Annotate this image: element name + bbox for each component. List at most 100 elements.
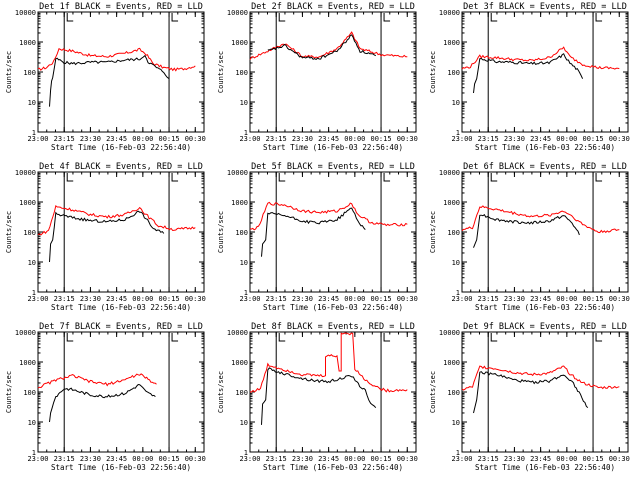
panel-2: Det 2f BLACK = Events, RED = LLD 1 10 100 10… bbox=[217, 2, 418, 152]
x-axis-label: Start Time (16-Feb-03 22:56:40) bbox=[475, 303, 615, 312]
x-tick-label: 00:15 bbox=[371, 295, 392, 303]
y-tick-label: 1000 bbox=[19, 359, 36, 367]
panel-title: Det 4f BLACK = Events, RED = LLD bbox=[39, 162, 203, 172]
x-tick-label: 00:00 bbox=[132, 455, 153, 463]
interval-bracket bbox=[171, 173, 179, 182]
y-tick-label: 1 bbox=[456, 129, 460, 137]
events-series-line bbox=[267, 34, 377, 60]
x-tick-label: 00:30 bbox=[397, 295, 418, 303]
y-tick-label: 10000 bbox=[15, 169, 36, 177]
y-tick-label: 10 bbox=[240, 99, 248, 107]
x-tick-label: 23:15 bbox=[266, 135, 287, 143]
x-tick-label: 00:15 bbox=[371, 135, 392, 143]
x-tick-label: 23:15 bbox=[266, 295, 287, 303]
y-tick-label: 1000 bbox=[443, 39, 460, 47]
lld-series-line bbox=[249, 31, 408, 60]
interval-bracket bbox=[383, 333, 391, 342]
events-series-line bbox=[49, 383, 156, 423]
x-tick-label: 23:00 bbox=[239, 455, 260, 463]
panel-1: Det 1f BLACK = Events, RED = LLD 1 10 100 10… bbox=[5, 2, 206, 152]
plot-frame bbox=[249, 11, 417, 133]
x-tick-label: 23:45 bbox=[530, 135, 551, 143]
x-tick-label: 00:15 bbox=[159, 135, 180, 143]
y-axis-label: Counts/sec bbox=[5, 51, 13, 93]
interval-bracket bbox=[66, 13, 74, 22]
x-tick-label: 23:15 bbox=[54, 295, 75, 303]
plot-frame bbox=[37, 11, 205, 133]
interval-bracket bbox=[490, 173, 498, 182]
interval-bracket bbox=[171, 13, 179, 22]
x-tick-label: 23:00 bbox=[451, 455, 472, 463]
y-tick-label: 100 bbox=[235, 69, 248, 77]
interval-bracket bbox=[490, 333, 498, 342]
panel-title: Det 7f BLACK = Events, RED = LLD bbox=[39, 322, 203, 332]
y-tick-label: 1 bbox=[32, 129, 36, 137]
interval-bracket bbox=[490, 13, 498, 22]
x-tick-label: 00:30 bbox=[397, 455, 418, 463]
x-tick-label: 00:15 bbox=[159, 295, 180, 303]
panel-3: Det 3f BLACK = Events, RED = LLD 1 10 100 10… bbox=[429, 2, 630, 152]
y-tick-label: 10000 bbox=[439, 329, 460, 337]
y-tick-label: 1 bbox=[32, 289, 36, 297]
y-axis-label: Counts/sec bbox=[429, 211, 437, 253]
x-tick-label: 00:30 bbox=[185, 295, 206, 303]
x-tick-label: 00:30 bbox=[185, 135, 206, 143]
x-tick-label: 23:00 bbox=[27, 295, 48, 303]
y-tick-label: 1 bbox=[244, 289, 248, 297]
events-series-line bbox=[473, 213, 580, 248]
panel-title: Det 1f BLACK = Events, RED = LLD bbox=[39, 2, 203, 12]
y-tick-label: 100 bbox=[447, 229, 460, 237]
x-axis-label: Start Time (16-Feb-03 22:56:40) bbox=[51, 143, 191, 152]
y-tick-label: 10 bbox=[28, 419, 36, 427]
plot-frame bbox=[249, 171, 417, 293]
interval-bracket bbox=[595, 333, 603, 342]
y-tick-label: 10000 bbox=[227, 9, 248, 17]
x-tick-label: 23:45 bbox=[318, 135, 339, 143]
y-tick-label: 1000 bbox=[443, 199, 460, 207]
panel-9: Det 9f BLACK = Events, RED = LLD 1 10 100 10… bbox=[429, 322, 630, 472]
lld-series-line bbox=[37, 47, 196, 72]
x-tick-label: 23:15 bbox=[478, 455, 499, 463]
plot-frame bbox=[249, 331, 417, 453]
y-tick-label: 10 bbox=[452, 259, 460, 267]
events-series-line bbox=[261, 367, 377, 425]
y-tick-label: 10000 bbox=[439, 9, 460, 17]
y-tick-label: 100 bbox=[447, 389, 460, 397]
y-tick-label: 10 bbox=[240, 259, 248, 267]
x-tick-label: 23:30 bbox=[504, 455, 525, 463]
x-tick-label: 23:15 bbox=[478, 295, 499, 303]
panel-title: Det 3f BLACK = Events, RED = LLD bbox=[463, 2, 627, 12]
panel-title: Det 6f BLACK = Events, RED = LLD bbox=[463, 162, 627, 172]
interval-bracket bbox=[595, 13, 603, 22]
x-tick-label: 00:30 bbox=[609, 455, 630, 463]
plot-frame bbox=[37, 171, 205, 293]
x-tick-label: 23:30 bbox=[504, 135, 525, 143]
x-tick-label: 00:30 bbox=[609, 135, 630, 143]
x-tick-label: 23:00 bbox=[239, 135, 260, 143]
x-tick-label: 00:00 bbox=[344, 455, 365, 463]
x-tick-label: 23:30 bbox=[292, 135, 313, 143]
y-tick-label: 100 bbox=[23, 229, 36, 237]
x-tick-label: 23:00 bbox=[27, 135, 48, 143]
y-tick-label: 1000 bbox=[19, 39, 36, 47]
interval-bracket bbox=[278, 333, 286, 342]
x-tick-label: 23:45 bbox=[318, 455, 339, 463]
y-tick-label: 100 bbox=[23, 69, 36, 77]
interval-bracket bbox=[278, 13, 286, 22]
events-series-line bbox=[261, 207, 366, 257]
x-tick-label: 00:15 bbox=[371, 455, 392, 463]
panel-4: Det 4f BLACK = Events, RED = LLD 1 10 100 10… bbox=[5, 162, 206, 312]
x-tick-label: 00:00 bbox=[556, 295, 577, 303]
y-axis-label: Counts/sec bbox=[5, 371, 13, 413]
x-tick-label: 23:00 bbox=[451, 135, 472, 143]
y-tick-label: 10000 bbox=[439, 169, 460, 177]
events-series-line bbox=[49, 54, 170, 107]
x-tick-label: 23:45 bbox=[530, 295, 551, 303]
x-axis-label: Start Time (16-Feb-03 22:56:40) bbox=[263, 463, 403, 472]
panel-title: Det 2f BLACK = Events, RED = LLD bbox=[251, 2, 415, 12]
x-tick-label: 23:45 bbox=[106, 135, 127, 143]
y-axis-label: Counts/sec bbox=[217, 211, 225, 253]
lld-series-line bbox=[461, 46, 620, 70]
x-tick-label: 23:45 bbox=[106, 295, 127, 303]
interval-bracket bbox=[66, 333, 74, 342]
